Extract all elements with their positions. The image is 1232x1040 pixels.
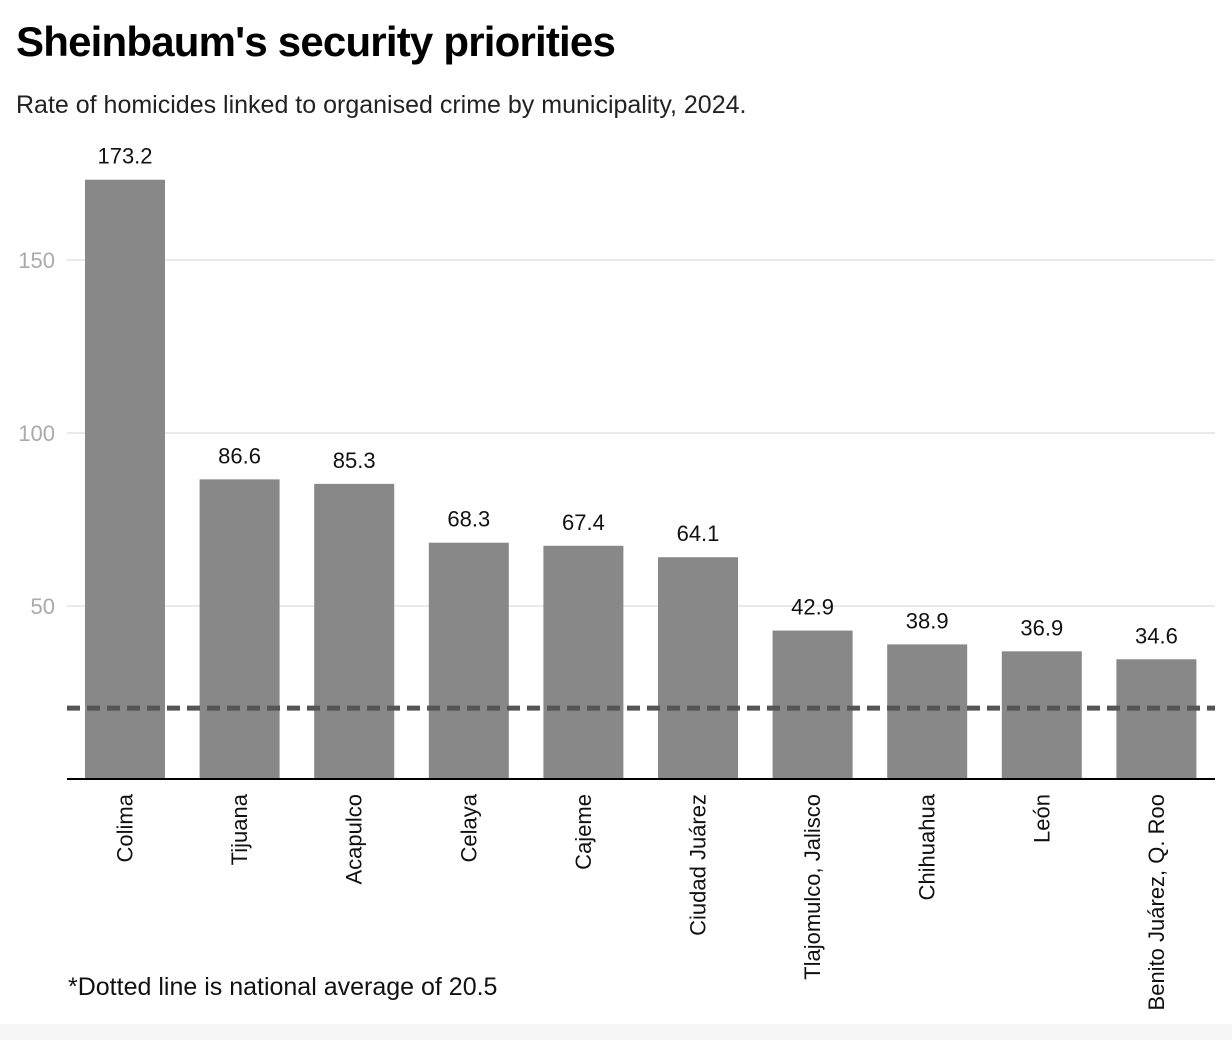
- bar-3: [428, 542, 509, 779]
- y-tick-label: 50: [31, 594, 55, 619]
- bar-1: [199, 479, 280, 779]
- bar-8: [1001, 651, 1082, 779]
- category-label: León: [1029, 794, 1054, 843]
- bar-5: [658, 557, 738, 779]
- category-label: Colima: [113, 793, 138, 862]
- value-label: 42.9: [791, 595, 834, 620]
- bar-6: [772, 630, 853, 779]
- category-labels: Colima Tijuana Acapulco Celaya Cajeme Ciudad …: [113, 793, 1169, 1010]
- y-axis-ticks: 50 100 150: [18, 248, 55, 619]
- value-label: 67.4: [562, 510, 605, 535]
- category-label: Acapulco: [342, 794, 367, 885]
- category-label: Ciudad Juárez: [686, 794, 711, 936]
- bar-7: [887, 644, 968, 779]
- value-label: 85.3: [333, 448, 376, 473]
- value-labels: 173.2 86.6 85.3 68.3 67.4 64.1 42.9 38.9 36.9 34.…: [97, 144, 1177, 649]
- category-label: Celaya: [456, 793, 481, 862]
- category-label: Tijuana: [227, 793, 252, 865]
- bar-2: [314, 483, 395, 779]
- y-tick-label: 150: [18, 248, 55, 273]
- value-label: 34.6: [1135, 623, 1178, 648]
- chart-subtitle: Rate of homicides linked to organised cr…: [16, 91, 747, 119]
- category-label: Tlajomulco, Jalisco: [800, 794, 825, 980]
- chart-title: Sheinbaum's security priorities: [16, 18, 616, 65]
- bar-4: [543, 545, 624, 779]
- category-label: Cajeme: [571, 794, 596, 870]
- value-label: 64.1: [677, 521, 720, 546]
- footnote: *Dotted line is national average of 20.5: [68, 973, 498, 1001]
- bars: [85, 179, 1197, 779]
- bar-0: [85, 179, 165, 779]
- value-label: 68.3: [447, 507, 490, 532]
- value-label: 38.9: [906, 608, 949, 633]
- category-label: Chihuahua: [915, 793, 940, 900]
- value-label: 173.2: [97, 144, 152, 169]
- category-label: Benito Juárez, Q. Roo: [1144, 794, 1169, 1010]
- y-tick-label: 100: [18, 421, 55, 446]
- bar-9: [1116, 659, 1197, 779]
- value-label: 36.9: [1020, 615, 1063, 640]
- bottom-strip: [0, 1024, 1232, 1040]
- value-label: 86.6: [218, 443, 261, 468]
